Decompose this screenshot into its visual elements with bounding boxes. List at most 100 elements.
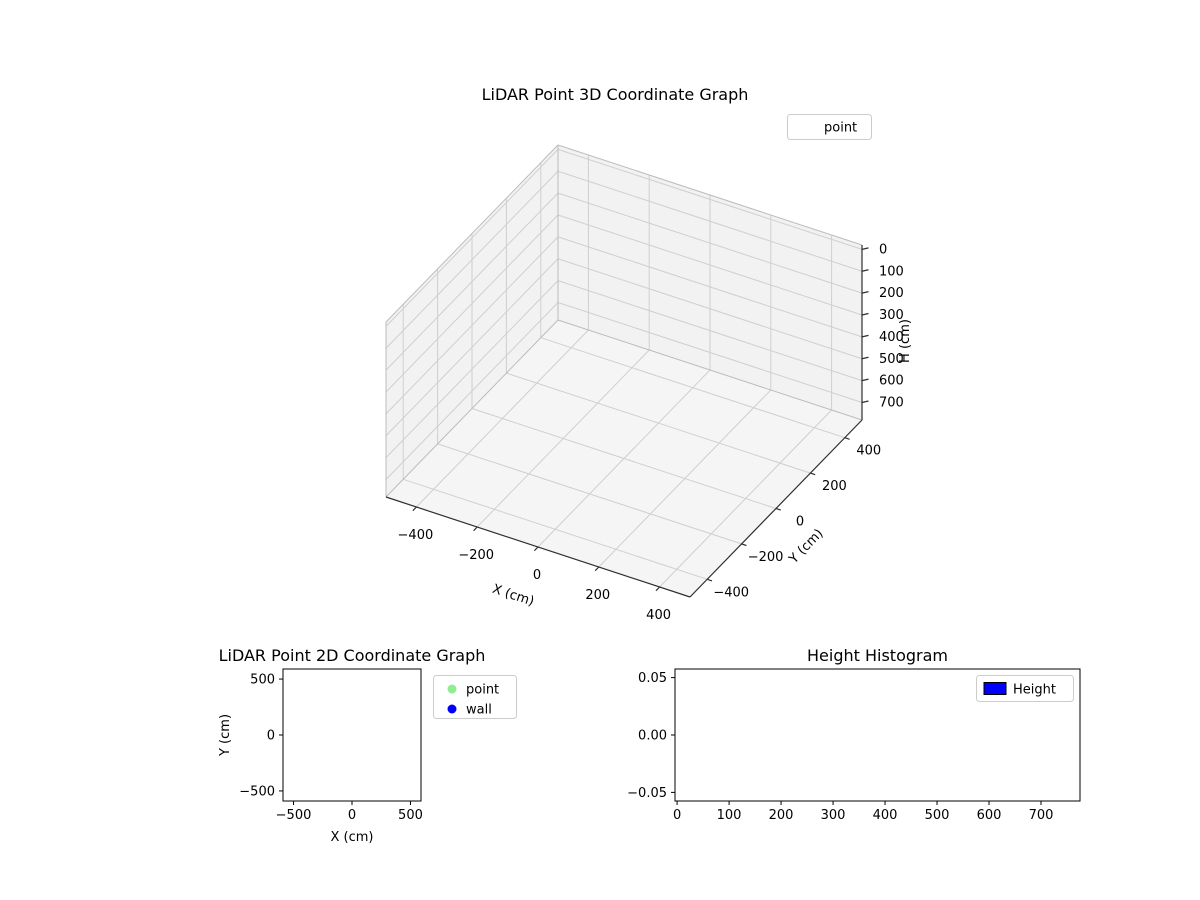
edge-floor-left	[385, 319, 559, 498]
x-tick-label: 100	[717, 808, 742, 823]
grid-z-left	[385, 280, 559, 458]
z-axis-tick	[861, 400, 869, 404]
grid-z-right	[557, 280, 863, 382]
x-tick-label: 0	[533, 568, 541, 583]
grid-z-right	[557, 192, 863, 294]
subplot-2d: −500 0 500 −500 0 500 X (cm) Y (cm) point wall	[218, 668, 517, 845]
legend-marker-point	[447, 684, 457, 694]
z-axis-tick	[861, 378, 869, 382]
x-tick-label: 500	[925, 808, 950, 823]
x-tick-label: −200	[458, 548, 494, 563]
legend-box	[787, 114, 872, 140]
x-axis-tick	[655, 586, 661, 592]
grid-z-left	[385, 236, 559, 415]
axes-frame	[282, 668, 422, 802]
legend-label: point	[824, 121, 857, 136]
grid-z-right	[557, 302, 863, 403]
z-tick-label: 700	[879, 396, 904, 411]
legend-2d: point wall	[433, 675, 517, 719]
grid-z-right	[557, 236, 863, 338]
z-tick-label: 600	[879, 374, 904, 389]
edge-top-right	[557, 144, 863, 246]
legend-marker-height	[983, 682, 1007, 695]
subplot-histogram: 0 100 200 300 400 500 600 700 −0.05 0.00 0.05 Heigh…	[627, 668, 1081, 823]
y-tick-label: −0.05	[627, 786, 667, 801]
x-tick-label: 0	[348, 808, 356, 823]
x-tick-label: 600	[977, 808, 1002, 823]
subplot-3d-title: LiDAR Point 3D Coordinate Graph	[482, 85, 749, 104]
edge-floor-right	[557, 319, 863, 421]
y-tick-label: 0	[267, 729, 275, 744]
subplot-2d-title: LiDAR Point 2D Coordinate Graph	[219, 646, 486, 665]
y-axis-tick	[775, 507, 781, 511]
grid-z-left	[385, 192, 559, 371]
y-axis-tick	[844, 437, 850, 440]
z-axis-tick	[861, 291, 869, 294]
x-tick-label: 0	[673, 808, 681, 823]
z-tick-label: 200	[879, 286, 904, 301]
x-axis-tick	[473, 526, 478, 532]
legend-marker-wall	[447, 704, 457, 714]
x-tick-label: −500	[276, 808, 312, 823]
y-tick-label: 0	[796, 515, 804, 530]
x-tick-label: 500	[398, 808, 423, 823]
z-axis-tick	[861, 356, 869, 360]
x-tick-label: 200	[769, 808, 794, 823]
y-tick-label: 400	[856, 444, 881, 459]
x-axis-tick	[533, 546, 539, 552]
y-tick-label: −200	[748, 550, 784, 565]
y-axis-tick	[741, 543, 747, 547]
grid-y-floor	[403, 478, 708, 580]
y-tick-label: 0.05	[638, 671, 667, 686]
grid-y-floor	[506, 372, 811, 474]
y-axis-tick	[810, 472, 816, 476]
grid-z-left	[385, 302, 559, 480]
y-tick-label: −400	[713, 585, 749, 600]
z-tick-label: 0	[879, 242, 887, 257]
z-axis-tick	[861, 269, 869, 272]
legend-3d: point	[787, 114, 872, 140]
grid-z-right	[557, 258, 863, 360]
x-tick-label: 300	[821, 808, 846, 823]
z-axis-tick	[861, 334, 869, 338]
grid-z-left	[385, 149, 559, 327]
y-tick-label: −500	[239, 784, 275, 799]
grid-z-left	[385, 214, 559, 393]
x-axis-label: X (cm)	[331, 830, 374, 845]
x-tick-label: 700	[1029, 808, 1054, 823]
x-tick-label: 200	[585, 588, 610, 603]
y-tick-label: 500	[250, 673, 275, 688]
y-tick-label: 200	[822, 479, 847, 494]
z-axis-tick	[861, 247, 869, 250]
z-axis-label: H (cm)	[898, 319, 913, 363]
x-axis-tick	[594, 566, 600, 572]
edge-top-left	[385, 144, 559, 323]
legend-label: wall	[466, 703, 492, 718]
subplot-histogram-title: Height Histogram	[807, 646, 948, 665]
z-tick-label: 400	[879, 330, 904, 345]
grid-y-floor	[471, 408, 777, 509]
grid-y-floor	[540, 337, 845, 439]
z-axis-tick	[861, 312, 869, 316]
legend-label: point	[466, 683, 499, 698]
subplot-3d: −400 −200 0 200 400 −400 −200 0 200 400 0 100 200 300…	[385, 114, 913, 623]
legend-histogram: Height	[976, 675, 1074, 702]
y-tick-label: 0.00	[638, 729, 667, 744]
x-tick-label: 400	[646, 608, 671, 623]
legend-label: Height	[1013, 683, 1056, 698]
z-tick-label: 500	[879, 352, 904, 367]
x-tick-label: 400	[873, 808, 898, 823]
grid-z-left	[385, 258, 559, 437]
grid-z-left	[385, 170, 559, 349]
y-axis-label: Y (cm)	[218, 714, 233, 757]
z-tick-label: 300	[879, 308, 904, 323]
y-axis-tick	[707, 578, 713, 582]
x-axis-tick	[412, 506, 417, 512]
grid-z-right	[557, 214, 863, 316]
grid-z-right	[557, 170, 863, 272]
x-tick-label: −400	[398, 528, 434, 543]
grid-z-right	[557, 148, 863, 250]
grid-y-floor	[437, 443, 742, 545]
